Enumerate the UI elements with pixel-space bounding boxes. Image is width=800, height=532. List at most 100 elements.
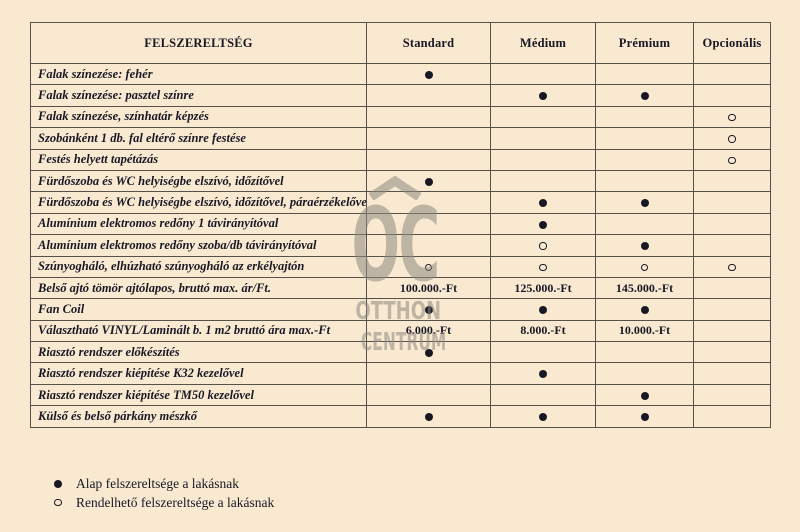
filled-dot-icon <box>640 413 649 422</box>
cell-standard <box>366 62 491 86</box>
cell-standard <box>366 148 491 171</box>
cell-medium <box>490 169 596 193</box>
column-header-optional: Opcionális <box>693 22 771 64</box>
open-dot-icon <box>728 263 736 272</box>
cell-standard <box>366 362 491 385</box>
filled-dot-icon <box>424 306 433 315</box>
table-row: Fan Coil <box>30 298 771 321</box>
cell-premium <box>595 362 694 385</box>
cell-optional <box>693 169 771 193</box>
cell-standard <box>366 191 491 214</box>
filled-dot-icon <box>424 413 433 422</box>
table-row: Falak színezése: fehér <box>30 62 771 86</box>
cell-premium <box>595 255 694 278</box>
row-label: Fürdőszoba és WC helyiségbe elszívó, idő… <box>30 191 367 214</box>
filled-dot-icon <box>424 177 433 186</box>
cell-premium <box>595 191 694 214</box>
cell-premium <box>595 127 694 150</box>
table-row: Festés helyett tapétázás <box>30 148 771 171</box>
row-label: Festés helyett tapétázás <box>30 148 367 171</box>
table-row: Fürdőszoba és WC helyiségbe elszívó, idő… <box>30 191 771 214</box>
cell-premium <box>595 169 694 193</box>
cell-optional <box>693 148 771 171</box>
cell-medium <box>490 405 596 428</box>
cell-medium <box>490 362 596 385</box>
cell-optional <box>693 84 771 107</box>
cell-standard <box>366 341 491 364</box>
filled-dot-icon <box>539 370 547 379</box>
legend-item-optional: Rendelhető felszereltsége a lakásnak <box>52 493 274 512</box>
table-row: Szobánként 1 db. fal eltérő színre festé… <box>30 127 771 150</box>
table-body: Falak színezése: fehér Falak színezése: p… <box>30 62 771 428</box>
cell-optional <box>693 255 771 278</box>
table-row: Külső és belső párkány mészkő <box>30 405 771 428</box>
cell-premium <box>595 212 694 236</box>
equipment-table: FELSZERELTSÉG Standard Médium Prémium Op… <box>30 22 771 428</box>
row-label: Fan Coil <box>30 298 367 321</box>
filled-dot-icon <box>539 92 547 101</box>
filled-dot-icon <box>640 92 649 101</box>
cell-premium <box>595 341 694 364</box>
table-row: Választható VINYL/Laminált b. 1 m2 brutt… <box>30 319 771 343</box>
filled-dot-icon <box>539 220 547 229</box>
open-dot-icon <box>728 135 736 143</box>
row-label: Alumínium elektromos redőny szoba/db táv… <box>30 234 367 257</box>
cell-standard <box>366 383 491 407</box>
cell-premium <box>595 405 694 428</box>
row-label: Falak színezése, színhatár képzés <box>30 105 367 129</box>
cell-medium <box>490 148 596 171</box>
cell-medium: 8.000.-Ft <box>490 319 596 343</box>
legend: Alap felszereltsége a lakásnak Rendelhet… <box>52 474 274 512</box>
table-row: Falak színezése: pasztel színre <box>30 84 771 107</box>
cell-premium <box>595 84 694 107</box>
cell-premium <box>595 148 694 171</box>
cell-standard: 100.000.-Ft <box>366 276 491 300</box>
cell-standard <box>366 234 491 257</box>
row-label: Külső és belső párkány mészkő <box>30 405 367 428</box>
row-label: Belső ajtó tömör ajtólapos, bruttó max. … <box>30 276 367 300</box>
filled-dot-icon <box>424 349 433 358</box>
table-row: Fürdőszoba és WC helyiségbe elszívó, idő… <box>30 169 771 193</box>
cell-optional <box>693 405 771 428</box>
cell-optional <box>693 362 771 385</box>
cell-standard <box>366 169 491 193</box>
cell-premium <box>595 105 694 129</box>
row-label: Szobánként 1 db. fal eltérő színre festé… <box>30 127 367 150</box>
open-dot-icon <box>539 242 547 250</box>
filled-dot-icon <box>640 306 649 315</box>
cell-medium <box>490 62 596 86</box>
table-row: Szúnyogháló, elhúzható szúnyogháló az er… <box>30 255 771 278</box>
cell-optional <box>693 127 771 150</box>
cell-optional <box>693 105 771 129</box>
cell-standard <box>366 84 491 107</box>
table-header: FELSZERELTSÉG Standard Médium Prémium Op… <box>30 22 771 64</box>
cell-optional <box>693 341 771 364</box>
cell-optional <box>693 276 771 300</box>
legend-text-optional: Rendelhető felszereltsége a lakásnak <box>76 494 275 510</box>
filled-dot-icon <box>52 479 64 488</box>
cell-medium: 125.000.-Ft <box>490 276 596 300</box>
filled-dot-icon <box>640 199 649 208</box>
column-header-premium: Prémium <box>595 22 694 64</box>
cell-medium <box>490 84 596 107</box>
cell-premium <box>595 298 694 321</box>
filled-dot-icon <box>640 391 649 400</box>
row-label: Falak színezése: pasztel színre <box>30 84 367 107</box>
cell-optional <box>693 319 771 343</box>
open-dot-icon <box>52 498 64 507</box>
cell-standard: 6.000.-Ft <box>366 319 491 343</box>
cell-optional <box>693 212 771 236</box>
filled-dot-icon <box>424 70 433 79</box>
open-dot-icon <box>539 263 547 272</box>
filled-dot-icon <box>640 242 649 251</box>
legend-item-base: Alap felszereltsége a lakásnak <box>52 474 274 493</box>
cell-medium <box>490 383 596 407</box>
cell-medium <box>490 191 596 214</box>
cell-standard <box>366 298 491 321</box>
row-label: Szúnyogháló, elhúzható szúnyogháló az er… <box>30 255 367 278</box>
table-row: Alumínium elektromos redőny szoba/db táv… <box>30 234 771 257</box>
table-row: Belső ajtó tömör ajtólapos, bruttó max. … <box>30 276 771 300</box>
cell-medium <box>490 127 596 150</box>
table-row: Alumínium elektromos redőny 1 távirányít… <box>30 212 771 236</box>
